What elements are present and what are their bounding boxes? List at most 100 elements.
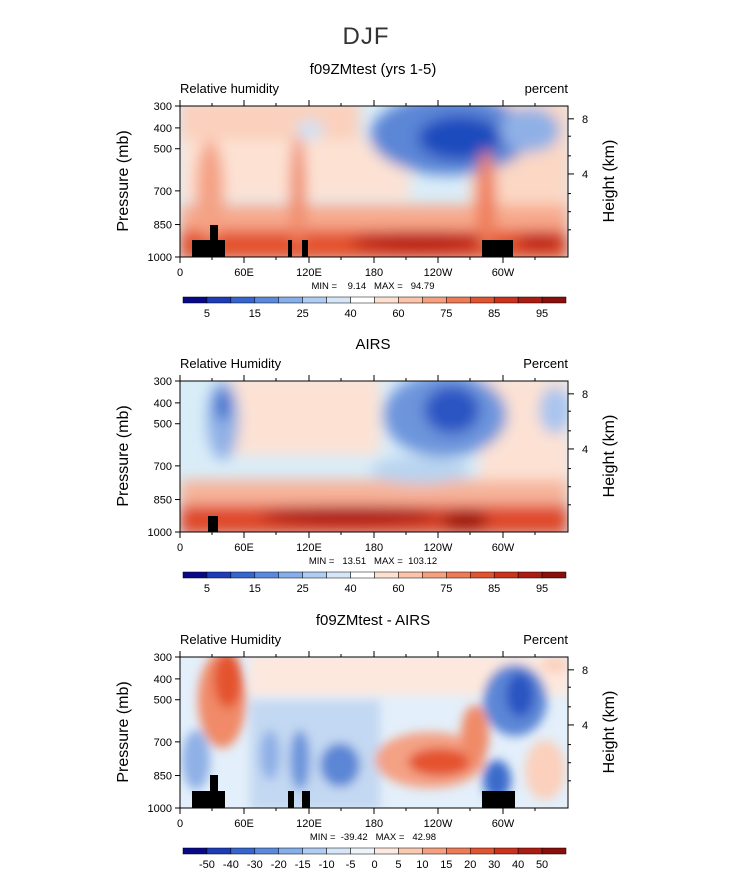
y2-axis-label: Height (km)	[601, 691, 618, 774]
x-axis: 0 60E 120E 180 120W 60W	[177, 100, 536, 279]
dry-patch-east	[539, 386, 568, 434]
colorbar-swatch	[541, 847, 567, 855]
y-tick-label: 300	[154, 101, 172, 113]
y-tick-label: 400	[154, 398, 172, 410]
colorbar-swatch	[350, 847, 375, 855]
colorbar-label: 20	[464, 859, 476, 871]
colorbar-swatch	[326, 571, 351, 579]
negative-upper-east-core	[506, 673, 534, 717]
units-label: percent	[525, 81, 569, 96]
y2-tick-label: 8	[582, 114, 588, 126]
panel-title: f09ZMtest (yrs 1-5)	[310, 61, 437, 78]
colorbar-label: 85	[488, 583, 500, 595]
y-tick-label: 850	[154, 771, 172, 783]
panel-difference: f09ZMtest - AIRS Relative Humidity Perce…	[115, 612, 618, 871]
boundary-layer-max-east	[441, 510, 489, 530]
colorbar-label: 15	[440, 859, 452, 871]
colorbar-swatch	[326, 847, 351, 855]
negative-patch-maritime	[290, 730, 310, 790]
dry-tongue-center	[370, 456, 470, 484]
colorbar-swatch	[278, 571, 303, 579]
panel-title: AIRS	[355, 336, 390, 353]
upper-moist-band	[230, 381, 380, 455]
colorbar-label: 85	[488, 308, 500, 320]
colorbar-swatch	[182, 571, 208, 579]
x-axis: 0 60E 120E 180 120W 60W	[177, 375, 536, 554]
x-tick-label: 180	[365, 818, 383, 830]
x-tick-label: 0	[177, 267, 183, 279]
colorbar-swatch	[206, 847, 232, 855]
y2-tick-label: 4	[582, 444, 588, 456]
colorbar-label: -20	[271, 859, 287, 871]
colorbar-swatch	[541, 571, 567, 579]
negative-patch-west	[182, 730, 210, 790]
dry-column-africa-core	[215, 389, 231, 421]
colorbar-swatch	[398, 847, 423, 855]
variable-label: Relative humidity	[180, 81, 279, 96]
y-axis-label: Pressure (mb)	[115, 130, 132, 231]
colorbar-label: -40	[223, 859, 239, 871]
colorbar-swatch	[302, 847, 327, 855]
colorbar-label: 25	[297, 583, 309, 595]
y2-axis: 84	[568, 665, 588, 782]
topography-mask	[208, 516, 218, 532]
colorbar-label: -30	[247, 859, 263, 871]
colorbar-swatch	[374, 296, 399, 304]
colorbar-swatch	[182, 296, 208, 304]
y-tick-label: 500	[154, 144, 172, 156]
colorbar-label: 40	[344, 308, 356, 320]
x-tick-label: 120E	[296, 267, 322, 279]
min-max-stats: MIN = -39.42 MAX = 42.98	[310, 832, 436, 843]
colorbar-label: 60	[392, 308, 404, 320]
tropical-tongue	[196, 140, 224, 240]
colorbar-label: 40	[344, 583, 356, 595]
negative-patch-center	[320, 743, 360, 787]
x-tick-label: 60E	[234, 267, 254, 279]
y-tick-label: 700	[154, 461, 172, 473]
colorbar-swatch	[206, 296, 232, 304]
x-tick-label: 120W	[424, 818, 453, 830]
colorbar-label: 95	[536, 583, 548, 595]
y-axis-label: Pressure (mb)	[115, 681, 132, 782]
y2-tick-label: 4	[582, 169, 588, 181]
colorbar-swatch	[350, 571, 375, 579]
colorbar-swatch	[206, 571, 232, 579]
tropical-tongue-2	[290, 135, 306, 245]
x-tick-label: 120W	[424, 267, 453, 279]
colorbar-label: 5	[204, 308, 210, 320]
colorbar-swatch	[182, 847, 208, 855]
x-tick-label: 0	[177, 818, 183, 830]
colorbar-swatch	[230, 847, 256, 855]
colorbar-swatch	[254, 571, 279, 579]
colorbar-swatch	[302, 571, 327, 579]
y-axis: 300 400 500 700 850 1000	[148, 101, 180, 264]
dry-patch-center	[296, 120, 324, 140]
positive-east-edge	[525, 740, 565, 800]
boundary-layer-max	[350, 232, 490, 252]
boundary-layer-max-west	[516, 234, 564, 250]
colorbar-label: -15	[295, 859, 311, 871]
figure-title: DJF	[343, 23, 390, 50]
y2-tick-label: 4	[582, 720, 588, 732]
colorbar-swatch	[493, 571, 519, 579]
colorbar-swatch	[326, 296, 351, 304]
x-tick-label: 180	[365, 542, 383, 554]
colorbar-swatch	[398, 571, 423, 579]
min-max-stats: MIN = 9.14 MAX = 94.79	[311, 281, 434, 292]
colorbar-swatch	[254, 296, 279, 304]
colorbar-label: 95	[536, 308, 548, 320]
y2-axis-label: Height (km)	[601, 415, 618, 498]
colorbar-swatch	[302, 296, 327, 304]
colorbar-swatch	[422, 847, 447, 855]
y2-axis: 84	[568, 389, 588, 506]
colorbar-swatch	[398, 296, 423, 304]
colorbar-swatch	[374, 847, 399, 855]
y-tick-label: 700	[154, 737, 172, 749]
y2-axis-label: Height (km)	[601, 140, 618, 223]
positive-upper-east	[541, 657, 568, 673]
topography-mask	[192, 775, 515, 808]
colorbar-swatch	[446, 296, 471, 304]
colorbar-swatch	[493, 847, 519, 855]
x-tick-label: 60W	[492, 267, 515, 279]
